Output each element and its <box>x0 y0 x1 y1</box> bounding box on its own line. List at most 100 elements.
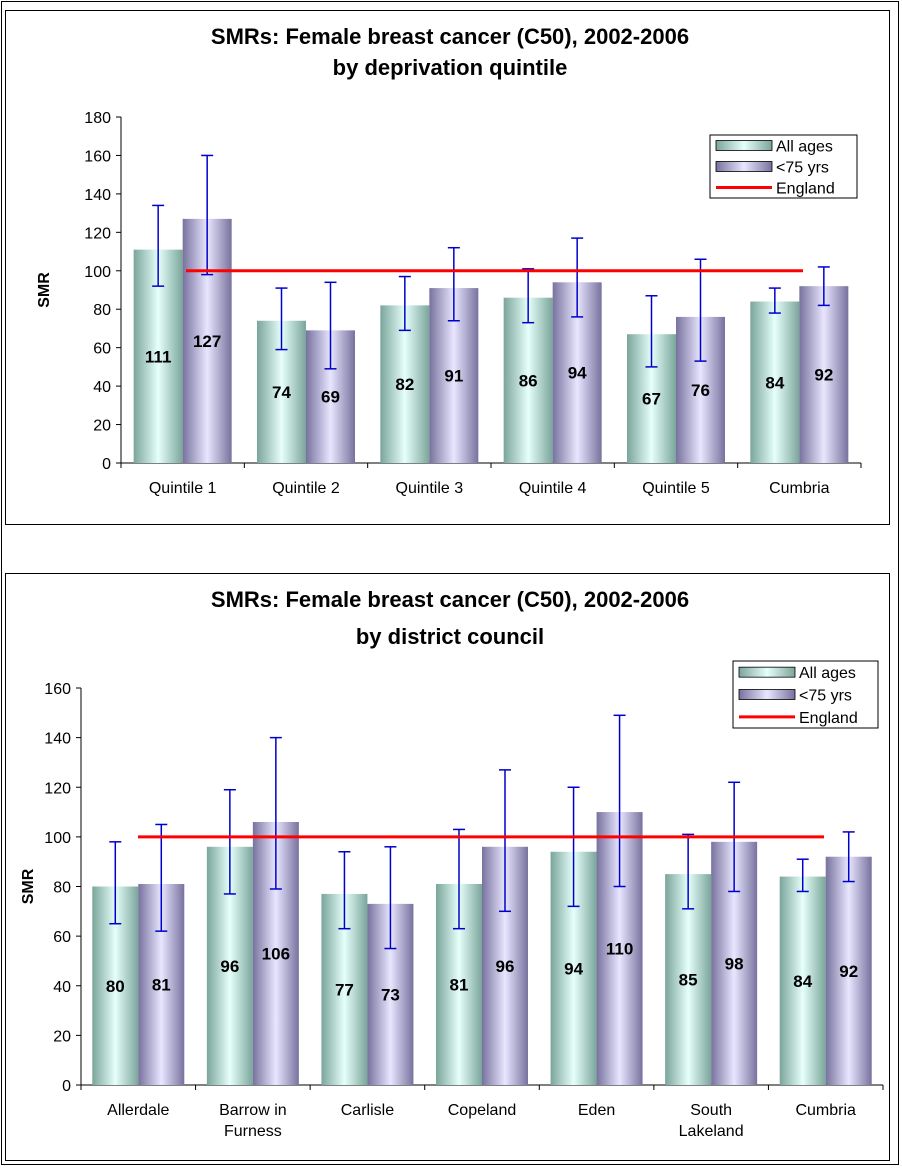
chart2-category-label: Furness <box>224 1123 282 1140</box>
chart1-legend: All ages <75 yrs England <box>709 134 858 199</box>
chart2-data-label: 80 <box>106 977 125 996</box>
chart2-data-label: 94 <box>564 959 583 978</box>
chart1-data-label: 92 <box>814 366 833 385</box>
chart1-y-tick-label: 120 <box>84 225 111 242</box>
chart1-data-label: 84 <box>765 373 784 392</box>
chart1-y-tick-label: 0 <box>102 456 111 473</box>
chart2-category-label: Carlisle <box>341 1102 394 1119</box>
chart2-error-bar <box>384 846 397 950</box>
chart1-title: SMRs: Female breast cancer (C50), 2002-2… <box>211 24 689 49</box>
chart2-y-tick-label: 80 <box>53 880 71 897</box>
chart2-error-bar <box>223 788 236 895</box>
chart2-data-label: 98 <box>725 954 744 973</box>
chart2-y-tick-label: 100 <box>44 830 71 847</box>
chart1-bar-all-ages <box>750 301 800 463</box>
chart1-category-label: Quintile 4 <box>519 480 587 497</box>
chart2-y-tick-label: 140 <box>44 731 71 748</box>
chart2-error-bar <box>567 786 580 908</box>
chart1-error-bar <box>768 287 781 314</box>
chart2-error-bar <box>682 833 695 910</box>
chart2-error-bar <box>842 831 855 883</box>
chart1-data-label: 86 <box>519 371 538 390</box>
chart2-data-label: 96 <box>496 957 515 976</box>
chart1-legend-swatch <box>715 161 773 172</box>
chart2-legend-swatch <box>738 689 796 700</box>
chart1-category-label: Quintile 2 <box>272 480 340 497</box>
chart1-legend-swatch <box>715 140 773 151</box>
chart2-data-label: 106 <box>262 944 290 963</box>
chart1-category-label: Quintile 1 <box>149 480 217 497</box>
chart2-legend-swatch <box>738 666 796 678</box>
chart1-y-tick-label: 80 <box>93 302 111 319</box>
chart2-category-label: South <box>690 1102 732 1119</box>
chart1-y-tick-label: 180 <box>84 110 111 127</box>
chart2-bar-all-ages <box>779 876 826 1085</box>
chart2-legend-label: <75 yrs <box>799 688 852 705</box>
chart2-category-label: Barrow in <box>219 1102 287 1119</box>
chart1-error-bar <box>571 237 584 318</box>
chart2-error-bar <box>453 828 465 930</box>
chart-district-council: SMRs: Female breast cancer (C50), 2002-2… <box>5 573 890 1161</box>
chart2-y-tick-label: 160 <box>44 681 71 698</box>
chart1-data-label: 91 <box>444 367 463 386</box>
chart1-data-label: 69 <box>321 388 340 407</box>
chart2-error-bar <box>269 736 282 890</box>
chart1-y-tick-label: 60 <box>93 341 111 358</box>
chart2-data-label: 73 <box>381 985 400 1004</box>
chart1-bar-under-75 <box>799 286 849 463</box>
chart1-subtitle: by deprivation quintile <box>333 55 568 80</box>
chart1-category-label: Cumbria <box>769 480 830 497</box>
chart2-y-tick-label: 0 <box>62 1078 71 1095</box>
chart2-data-label: 110 <box>606 940 633 959</box>
chart1-data-label: 76 <box>691 381 710 400</box>
chart1-bar-all-ages <box>380 305 430 463</box>
chart1-error-bar <box>447 246 460 322</box>
chart1-error-bar <box>275 287 288 351</box>
chart2-bar-under-75 <box>825 856 872 1085</box>
chart2-error-bar <box>109 841 122 925</box>
chart1-error-bar <box>694 258 707 362</box>
chart2-y-tick-label: 60 <box>53 929 71 946</box>
chart1-data-label: 94 <box>568 364 587 383</box>
chart2-data-label: 81 <box>450 976 469 995</box>
chart2-y-axis-title: SMR <box>20 868 37 904</box>
chart1-bar-all-ages <box>503 297 553 463</box>
chart2-y-tick-label: 40 <box>53 979 71 996</box>
chart1-y-tick-label: 160 <box>84 148 111 165</box>
chart1-category-label: Quintile 5 <box>642 480 710 497</box>
chart2-error-bar <box>155 823 168 932</box>
chart1-data-label: 111 <box>145 347 172 366</box>
chart1-y-tick-label: 140 <box>84 187 111 204</box>
chart2-error-bar <box>613 714 626 888</box>
chart2-error-bar <box>499 769 511 913</box>
chart2-category-label: Copeland <box>448 1102 517 1119</box>
chart1-legend-label: England <box>776 181 835 198</box>
chart2-y-tick-label: 20 <box>53 1028 71 1045</box>
chart2-data-label: 85 <box>679 971 698 990</box>
chart2-subtitle: by district council <box>356 624 544 649</box>
chart1-legend-label: All ages <box>776 139 833 156</box>
chart1-data-label: 74 <box>272 383 291 402</box>
chart2-category-label: Allerdale <box>107 1102 169 1119</box>
chart2-legend-label: England <box>799 710 858 727</box>
chart1-data-label: 67 <box>642 390 661 409</box>
chart-deprivation-quintile-svg: SMRs: Female breast cancer (C50), 2002-2… <box>36 24 862 497</box>
chart2-category-label: Cumbria <box>795 1102 856 1119</box>
chart2-legend: All ages <75 yrs England <box>732 660 879 729</box>
chart1-y-tick-label: 20 <box>93 418 111 435</box>
chart2-error-bar <box>338 851 351 930</box>
chart2-data-label: 77 <box>335 980 354 999</box>
chart2-data-label: 84 <box>793 972 812 991</box>
chart1-error-bar <box>398 275 411 332</box>
chart2-title: SMRs: Female breast cancer (C50), 2002-2… <box>211 587 689 612</box>
chart2-data-label: 92 <box>839 962 858 981</box>
chart1-error-bar <box>152 204 165 287</box>
chart2-y-tick-label: 120 <box>44 780 71 797</box>
chart2-data-label: 96 <box>220 957 239 976</box>
chart1-y-tick-label: 100 <box>84 264 111 281</box>
chart1-data-label: 82 <box>395 375 414 394</box>
chart2-legend-label: All ages <box>799 665 856 682</box>
chart1-error-bar <box>324 281 337 370</box>
chart1-error-bar <box>522 268 535 324</box>
